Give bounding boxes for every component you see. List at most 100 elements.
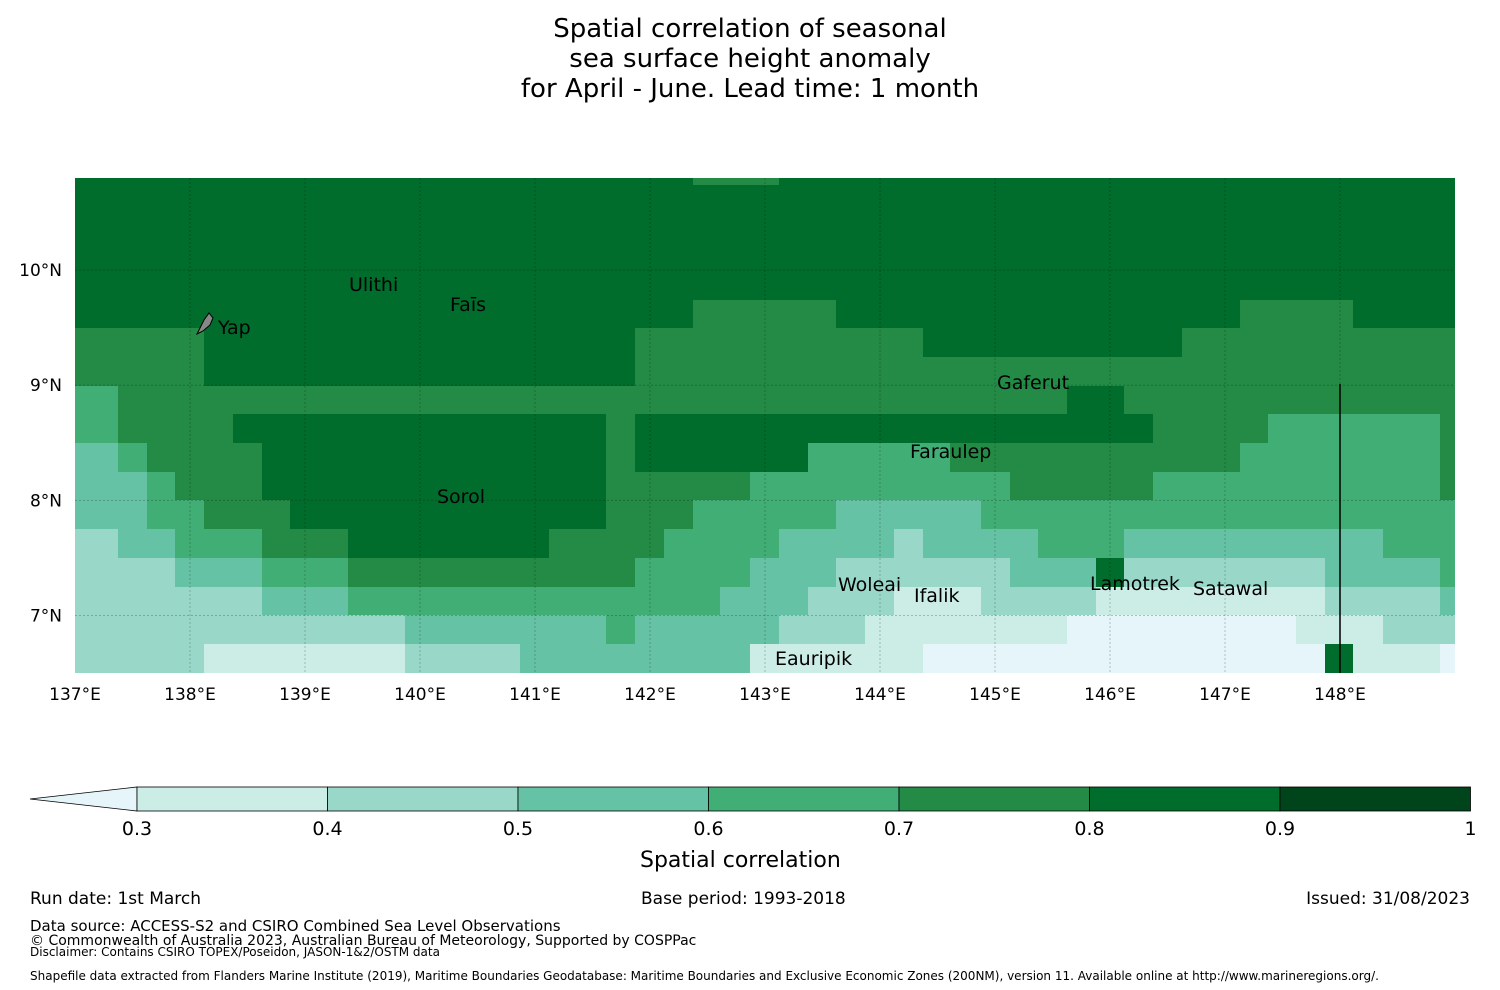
correlation-cell — [865, 615, 1067, 644]
correlation-cell — [75, 500, 147, 529]
shapefile-credit: Shapefile data extracted from Flanders M… — [30, 969, 1379, 983]
correlation-cell — [950, 443, 1010, 472]
island-label: Faraulep — [910, 441, 991, 463]
correlation-cell — [1440, 587, 1455, 615]
x-axis: 137°E 138°E 139°E 140°E 141°E 142°E 143°E 144°E… — [49, 685, 1366, 705]
data-source: Data source: ACCESS-S2 and CSIRO Combine… — [30, 917, 561, 935]
island-label: Ifalik — [914, 585, 960, 607]
correlation-cell — [75, 644, 204, 673]
correlation-cell — [1124, 529, 1383, 558]
correlation-cell — [549, 529, 664, 558]
correlation-cell — [405, 615, 606, 644]
correlation-cell — [1096, 587, 1325, 615]
correlation-cell — [1010, 558, 1096, 587]
colorbar: 0.3 0.4 0.5 0.6 0.7 0.8 0.9 1 — [29, 786, 1477, 840]
colorbar-tick-label: 0.4 — [312, 818, 342, 840]
x-tick-label: 148°E — [1314, 685, 1366, 705]
correlation-cell — [1383, 529, 1455, 558]
colorbar-tick-label: 0.9 — [1265, 818, 1295, 840]
correlation-cell — [720, 587, 808, 615]
correlation-cell — [1325, 587, 1440, 615]
colorbar-segment — [327, 786, 519, 812]
correlation-cell — [923, 644, 1325, 673]
correlation-cell — [1268, 414, 1440, 443]
x-tick-label: 141°E — [509, 685, 561, 705]
correlation-cell — [75, 558, 175, 587]
correlation-cell — [779, 615, 865, 644]
x-tick-label: 146°E — [1084, 685, 1136, 705]
correlation-cell — [147, 472, 175, 500]
correlation-cell — [1440, 558, 1455, 587]
correlation-cell — [750, 644, 923, 673]
correlation-cell — [923, 357, 1182, 386]
correlation-cell — [405, 644, 520, 673]
correlation-cell — [606, 386, 635, 443]
colorbar-segment — [136, 786, 328, 812]
correlation-cell — [1325, 558, 1440, 587]
correlation-cell — [1124, 386, 1455, 414]
correlation-cell — [808, 587, 894, 615]
correlation-cell — [1067, 615, 1296, 644]
correlation-cell — [1124, 500, 1455, 529]
island-label: Gaferut — [997, 372, 1069, 394]
correlation-cell — [894, 529, 923, 558]
correlation-cell — [606, 500, 693, 529]
colorbar-segment — [1089, 786, 1281, 812]
island-labels: Ulithi Faīs Yap Gaferut Faraulep Sorol Woleai I… — [195, 274, 1268, 670]
correlation-cell — [262, 558, 348, 587]
correlation-cell — [75, 386, 1067, 414]
x-tick-label: 137°E — [49, 685, 101, 705]
correlation-cell — [118, 443, 147, 472]
island-label: Sorol — [437, 486, 485, 508]
colorbar-tick-label: 0.3 — [122, 818, 152, 840]
correlation-cell — [981, 500, 1124, 529]
correlation-cell — [175, 558, 262, 587]
x-tick-label: 147°E — [1199, 685, 1251, 705]
island-label: Ulithi — [349, 274, 398, 296]
correlation-cell — [1010, 443, 1153, 500]
correlation-cell — [118, 529, 175, 558]
correlation-cell — [1240, 300, 1353, 328]
y-axis: 10°N 9°N 8°N 7°N — [19, 261, 62, 626]
colorbar-segment — [517, 786, 709, 812]
y-tick-label: 8°N — [30, 491, 62, 511]
correlation-cell — [348, 587, 720, 615]
correlation-cell — [1383, 615, 1455, 644]
correlation-cell — [635, 558, 750, 587]
correlation-cell — [175, 529, 262, 558]
colorbar-tick-label: 0.8 — [1074, 818, 1104, 840]
correlation-cell — [664, 529, 779, 558]
x-tick-label: 139°E — [279, 685, 331, 705]
correlation-cell — [808, 443, 950, 472]
colorbar-segment — [708, 786, 900, 812]
correlation-cell — [75, 615, 405, 644]
colorbar-tick-label: 1 — [1464, 818, 1476, 840]
correlation-cell — [693, 500, 836, 529]
x-tick-label: 145°E — [969, 685, 1021, 705]
correlation-cell — [1153, 472, 1440, 500]
correlation-cell — [693, 178, 779, 185]
correlation-cell — [175, 443, 262, 500]
map-title: Spatial correlation of seasonal sea surf… — [520, 14, 980, 104]
correlation-cell — [75, 587, 262, 615]
y-tick-label: 7°N — [30, 606, 62, 626]
correlation-cell — [836, 558, 1010, 587]
correlation-cell — [836, 500, 981, 529]
colorbar-tick-label: 0.6 — [693, 818, 723, 840]
correlation-cell — [894, 587, 981, 615]
correlation-cell — [1353, 644, 1440, 673]
island-label: Satawal — [1193, 578, 1268, 600]
correlation-cell — [75, 386, 118, 443]
x-tick-label: 140°E — [394, 685, 446, 705]
island-label: Faīs — [450, 294, 486, 316]
run-date: Run date: 1st March — [30, 889, 202, 909]
correlation-cell — [779, 529, 894, 558]
colorbar-tick-label: 0.5 — [503, 818, 533, 840]
yap-island-shape — [195, 312, 214, 336]
island-label: Lamotrek — [1090, 573, 1180, 595]
correlation-cell — [204, 500, 290, 529]
correlation-cell — [981, 587, 1096, 615]
colorbar-tick-label: 0.7 — [884, 818, 914, 840]
correlation-cell — [635, 328, 923, 386]
